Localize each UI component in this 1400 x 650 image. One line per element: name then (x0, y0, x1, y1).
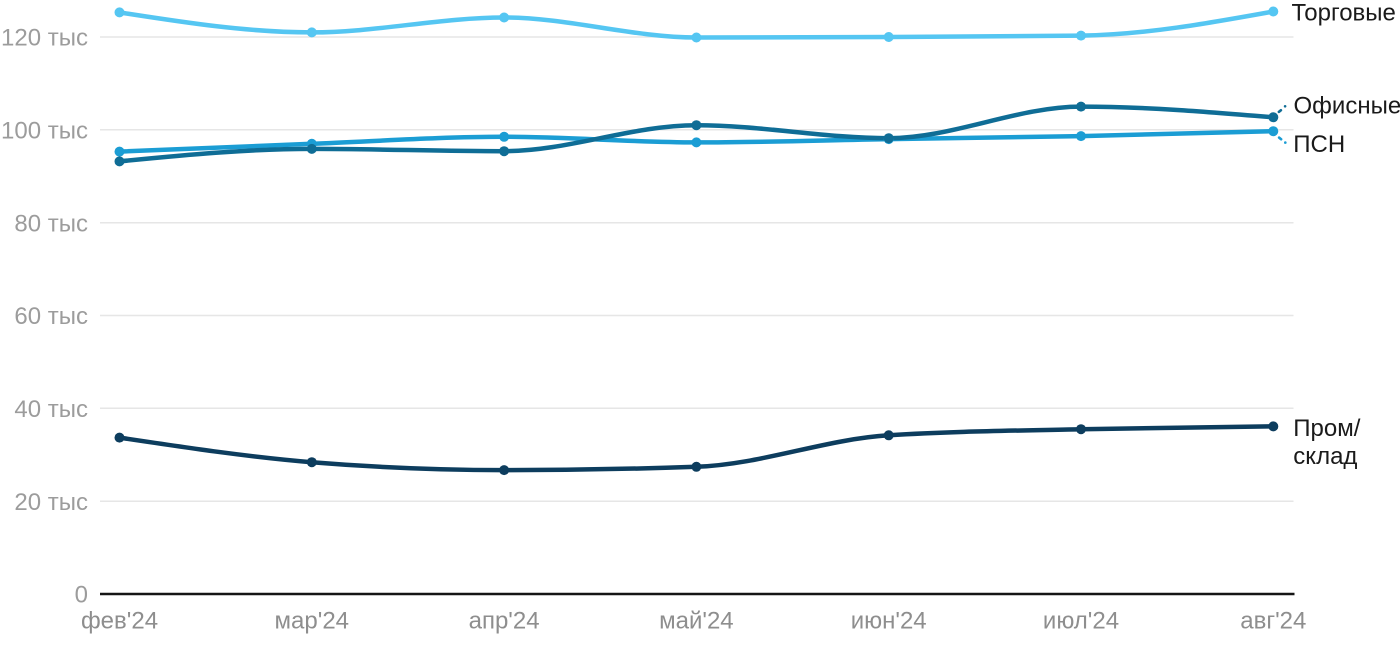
svg-text:апр'24: апр'24 (469, 608, 540, 635)
svg-text:фев'24: фев'24 (81, 608, 158, 635)
svg-text:0: 0 (75, 582, 88, 609)
svg-text:ПСН: ПСН (1293, 131, 1345, 158)
svg-text:60 тыс: 60 тыс (14, 303, 88, 330)
svg-text:Пром/: Пром/ (1293, 415, 1360, 442)
svg-text:120 тыс: 120 тыс (1, 25, 88, 52)
svg-text:Офисные: Офисные (1294, 93, 1400, 120)
svg-text:май'24: май'24 (659, 608, 734, 635)
svg-text:40 тыс: 40 тыс (14, 396, 88, 423)
svg-text:авг'24: авг'24 (1240, 608, 1306, 635)
svg-text:100 тыс: 100 тыс (1, 117, 88, 144)
svg-text:мар'24: мар'24 (275, 608, 349, 635)
svg-text:20 тыс: 20 тыс (14, 489, 88, 516)
svg-text:июн'24: июн'24 (851, 608, 927, 635)
svg-text:Торговые: Торговые (1292, 0, 1396, 26)
svg-text:80 тыс: 80 тыс (14, 210, 88, 237)
svg-text:склад: склад (1293, 443, 1357, 470)
svg-text:июл'24: июл'24 (1043, 608, 1119, 635)
